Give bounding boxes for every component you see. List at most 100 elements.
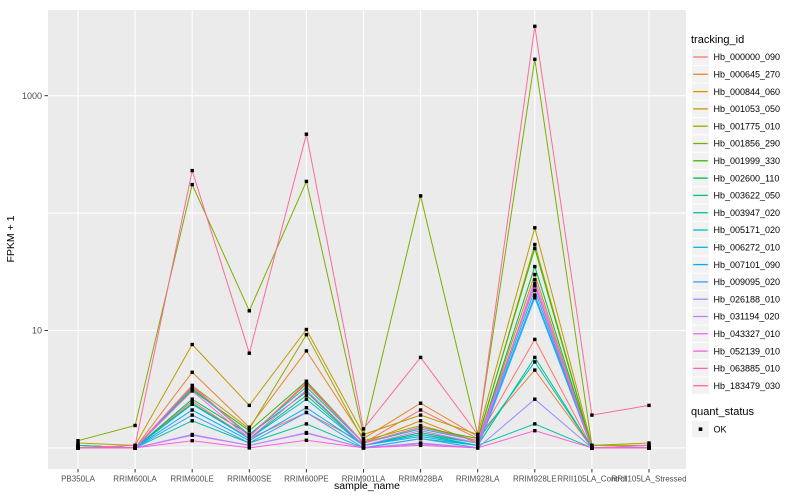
point (190, 389, 194, 393)
point (304, 327, 309, 332)
legend-item-Hb_000844_060: Hb_000844_060 (692, 83, 780, 100)
point (418, 443, 423, 448)
legend-item-label: Hb_026188_010 (714, 294, 781, 304)
point (361, 446, 366, 450)
legend-item-Hb_063885_010: Hb_063885_010 (692, 360, 780, 377)
point (190, 182, 194, 187)
point (190, 419, 194, 423)
data-points (76, 24, 651, 450)
point (247, 446, 251, 450)
point (247, 441, 251, 445)
point (361, 443, 366, 448)
x-tick-label: RRIM928BA (398, 475, 443, 484)
x-axis-title: sample_name (334, 480, 400, 492)
legend-item-Hb_001999_330: Hb_001999_330 (692, 152, 780, 169)
point (533, 242, 537, 247)
x-tick-label: RRIM600PE (284, 475, 328, 484)
point (190, 168, 194, 173)
point (304, 410, 309, 415)
gridlines (48, 10, 686, 469)
point (533, 288, 537, 292)
x-tick-label: RRII105LA_Control (557, 475, 627, 484)
point (133, 446, 137, 450)
point (247, 351, 251, 355)
legend-tracking-rows: Hb_000000_090 Hb_000645_270 Hb_000844_060 H… (692, 48, 781, 394)
point (76, 439, 80, 443)
point (304, 406, 309, 410)
x-tick-label: RRIM928LE (513, 475, 557, 484)
point (533, 57, 537, 61)
point (190, 408, 194, 412)
point (533, 282, 537, 286)
point (418, 194, 423, 198)
legend-item-label: Hb_007101_090 (714, 260, 781, 270)
point (76, 443, 80, 448)
point (304, 349, 309, 353)
point (533, 226, 537, 230)
point (533, 337, 537, 342)
point (476, 436, 480, 441)
legend: tracking_id Hb_000000_090Hb_000645_270Hb… (691, 34, 781, 438)
legend-item-label: Hb_003947_020 (714, 208, 781, 218)
legend-item-Hb_003947_020: Hb_003947_020 (692, 204, 781, 221)
point (304, 390, 309, 394)
point (476, 441, 480, 445)
point (533, 272, 537, 277)
point (476, 446, 480, 450)
point (361, 439, 366, 443)
legend-item-Hb_003622_050: Hb_003622_050 (692, 187, 780, 204)
point (533, 24, 537, 28)
x-tick-label: RRIM901LA (342, 475, 386, 484)
legend-item-Hb_005171_020: Hb_005171_020 (692, 221, 781, 239)
point (190, 342, 194, 347)
point (304, 438, 309, 442)
point (533, 264, 537, 269)
legend-item-Hb_001053_050: Hb_001053_050 (692, 100, 780, 118)
legend-title-tracking-id: tracking_id (691, 34, 744, 46)
point (190, 383, 194, 388)
point (476, 439, 480, 443)
point (190, 413, 194, 417)
point (418, 355, 423, 360)
point (304, 333, 309, 337)
point (418, 425, 423, 429)
point (304, 132, 309, 136)
point (418, 419, 423, 423)
point (190, 386, 194, 391)
legend-item-label: Hb_052139_010 (714, 346, 781, 356)
point (247, 429, 251, 433)
legend-item-label: Hb_002600_110 (714, 173, 780, 183)
legend-item-label: Hb_000645_270 (714, 70, 781, 80)
point (533, 422, 537, 426)
point (418, 429, 423, 433)
point (133, 423, 137, 428)
legend-item-label: Hb_005171_020 (714, 225, 781, 235)
point (590, 413, 594, 417)
legend-item-Hb_031194_020: Hb_031194_020 (692, 308, 779, 325)
legend-item-Hb_007101_090: Hb_007101_090 (692, 256, 781, 273)
legend-item-Hb_001775_010: Hb_001775_010 (692, 118, 781, 135)
point (361, 432, 366, 437)
x-tick-label: RRII105LA_Stressed (611, 475, 686, 484)
point (190, 433, 194, 437)
point (533, 296, 537, 300)
axes: 10 1000 PB350LA RRIM600LA RRIM600LE RRIM600SE… (22, 91, 687, 484)
point (533, 397, 537, 401)
point (304, 388, 309, 392)
legend-quant-item: OK (692, 421, 727, 438)
point (304, 431, 309, 435)
point (533, 278, 537, 282)
legend-item-Hb_183479_030: Hb_183479_030 (692, 377, 781, 394)
point (476, 434, 480, 439)
point (304, 380, 309, 385)
y-tick-label: 1000 (22, 91, 42, 101)
legend-quant-ok-label: OK (714, 425, 727, 435)
legend-item-label: Hb_183479_030 (714, 381, 781, 391)
point (247, 309, 251, 313)
legend-item-label: Hb_001775_010 (714, 121, 781, 131)
point (247, 436, 251, 441)
legend-item-Hb_000645_270: Hb_000645_270 (692, 66, 781, 83)
point (304, 397, 309, 401)
point (247, 427, 251, 431)
point (590, 443, 594, 448)
